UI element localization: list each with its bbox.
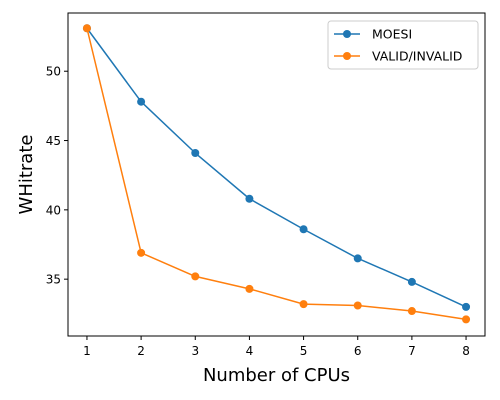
x-axis: 1 2 3 4 5 6 7 8 (83, 336, 470, 358)
x-axis-title: Number of CPUs (203, 365, 350, 386)
data-point-valid-invalid (245, 284, 254, 293)
data-point-moesi (407, 277, 416, 286)
data-point-moesi (353, 254, 362, 263)
data-point-valid-invalid (191, 272, 200, 281)
x-tick-label: 2 (137, 344, 145, 358)
series-line-valid-invalid (86, 28, 467, 321)
legend-box (327, 20, 479, 70)
data-point-valid-invalid (407, 307, 416, 316)
data-point-moesi (299, 225, 308, 234)
data-point-valid-invalid (137, 248, 146, 257)
x-tick-label: 4 (246, 344, 254, 358)
legend: MOESI VALID/INVALID (327, 20, 479, 70)
data-point-valid-invalid (462, 315, 471, 324)
x-tick-label: 3 (191, 344, 199, 358)
legend-marker-valid-invalid (343, 52, 351, 60)
series-line-moesi (86, 27, 467, 308)
y-axis-title: WHitrate (16, 135, 37, 215)
y-tick-label: 35 (46, 273, 61, 287)
data-point-moesi (245, 194, 254, 203)
data-point-valid-invalid (353, 301, 362, 310)
data-point-moesi (462, 302, 471, 311)
data-point-valid-invalid (82, 24, 91, 33)
x-tick-label: 8 (462, 344, 470, 358)
y-tick-label: 40 (46, 203, 61, 217)
data-point-moesi (137, 97, 146, 106)
legend-label-moesi: MOESI (372, 27, 412, 42)
x-tick-label: 1 (83, 344, 91, 358)
data-point-valid-invalid (299, 300, 308, 309)
legend-label-valid-invalid: VALID/INVALID (372, 49, 462, 64)
y-axis: 35 40 45 50 (46, 65, 68, 287)
y-tick-label: 50 (46, 65, 61, 79)
legend-marker-moesi (343, 30, 351, 38)
plot-frame (67, 12, 486, 337)
x-tick-label: 5 (300, 344, 308, 358)
x-tick-label: 7 (408, 344, 416, 358)
data-point-moesi (191, 149, 200, 158)
x-tick-label: 6 (354, 344, 362, 358)
series-layer (82, 24, 471, 324)
y-tick-label: 45 (46, 134, 61, 148)
